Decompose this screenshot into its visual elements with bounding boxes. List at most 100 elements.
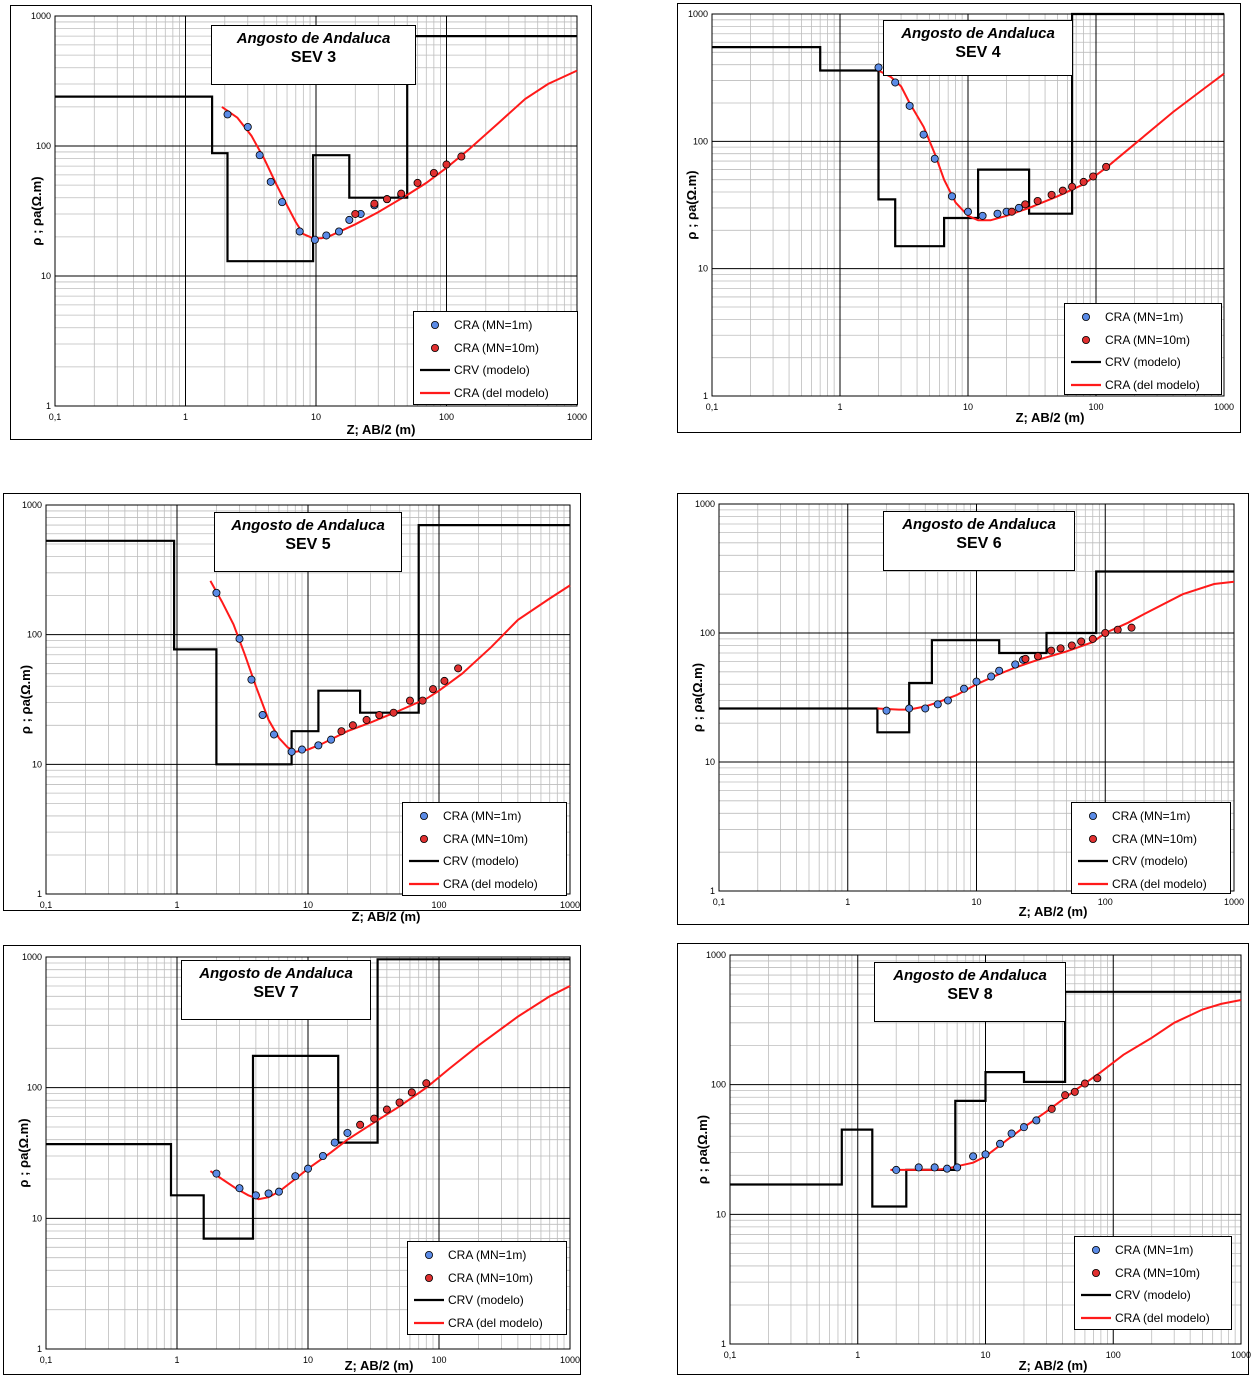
sev6-legend: CRA (MN=1m) CRA (MN=10m) CRV (modelo) CRA (…: [1071, 802, 1231, 894]
legend-marker: [430, 343, 439, 352]
cra-mn1-point: [278, 198, 287, 207]
y-axis-label: ρ ; ρa(Ω.m): [18, 665, 33, 734]
legend-label: CRV (modelo): [454, 363, 530, 377]
legend-item-cra-model: CRA (del modelo): [408, 1312, 566, 1334]
y-axis-label: ρ ; ρa(Ω.m): [695, 1115, 710, 1184]
cra-mn1-point: [987, 672, 996, 681]
y-tick-label: 1000: [695, 499, 715, 509]
legend-item-cra-mn1: CRA (MN=1m): [414, 314, 577, 336]
cra-mn1-point: [334, 227, 343, 236]
legend-line-icon: [420, 391, 450, 394]
legend-label: CRA (del modelo): [1112, 876, 1207, 891]
x-tick-label: 1: [174, 1355, 179, 1365]
cra-model-line: [209, 985, 571, 1201]
x-axis-label: Z; AB/2 (m): [352, 909, 421, 924]
cra-mn1-point: [274, 1187, 283, 1196]
cra-mn1-point: [905, 704, 914, 713]
legend-label: CRV (modelo): [443, 854, 519, 868]
cra-mn10-point: [457, 152, 466, 161]
x-axis-label: Z; AB/2 (m): [347, 422, 416, 437]
x-tick-label: 1000: [1224, 897, 1244, 907]
chart-title: Angosto de Andaluca: [902, 516, 1056, 533]
cra-mn1-point: [921, 704, 930, 713]
legend-label: CRA (MN=1m): [1112, 809, 1191, 823]
legend-label: CRA (MN=10m): [1112, 831, 1198, 846]
y-tick-label: 1000: [706, 950, 726, 960]
legend-marker: [430, 321, 439, 329]
x-tick-label: 0,1: [40, 1355, 53, 1365]
legend-marker: [1088, 834, 1097, 843]
legend-label: CRA (MN=1m): [443, 809, 522, 823]
y-tick-label: 10: [32, 1213, 42, 1223]
cra-mn10-point: [1047, 190, 1056, 199]
sev4-chart: 0,1 1 10 100 1000 1 10 100 1000 Z; AB/2 (m) ρ ; ρa…: [677, 3, 1241, 433]
cra-mn1-point: [969, 1152, 978, 1161]
legend-item-cra-mn1: CRA (MN=1m): [1072, 805, 1230, 827]
sev8-title-box: Angosto de Andaluca SEV 8: [874, 962, 1066, 1022]
sev7-chart: 0,1 1 10 100 1000 1 10 100 1000 Z; AB/2 (m) ρ ; ρa…: [3, 945, 581, 1375]
y-tick-label: 10: [716, 1209, 726, 1219]
legend-item-crv-model: CRV (modelo): [1075, 1284, 1231, 1306]
y-tick-label: 10: [32, 759, 42, 769]
chart-subtitle: SEV 6: [956, 535, 1002, 552]
x-tick-label: 10: [971, 897, 981, 907]
legend-marker: [1091, 1246, 1100, 1254]
legend-line-icon: [409, 882, 439, 885]
cra-mn1-point: [287, 747, 296, 756]
cra-mn1-point: [298, 745, 307, 754]
cra-mn10-point: [1101, 628, 1110, 637]
x-tick-label: 0,1: [706, 402, 719, 412]
legend-item-cra-mn10: CRA (MN=10m): [1075, 1262, 1231, 1284]
legend-item-cra-mn1: CRA (MN=1m): [1075, 1239, 1231, 1261]
x-tick-label: 0,1: [40, 900, 53, 910]
cra-mn10-point: [1080, 1079, 1089, 1088]
legend-marker-icon: [1081, 335, 1090, 344]
cra-mn10-point: [1021, 200, 1030, 209]
sev8-chart: 0,1 1 10 100 1000 1 10 100 1000 Z; AB/2 (m) ρ ; ρa…: [677, 943, 1251, 1375]
chart-title: Angosto de Andaluca: [236, 30, 391, 47]
legend-line-icon: [414, 1321, 444, 1324]
y-tick-label: 1000: [22, 500, 42, 510]
cra-mn1-point: [269, 730, 278, 739]
cra-mn10-point: [356, 1120, 365, 1129]
cra-mn1-point: [291, 1172, 300, 1181]
legend-item-cra-model: CRA (del modelo): [403, 873, 566, 895]
legend-marker: [419, 812, 428, 820]
x-axis-label: Z; AB/2 (m): [1016, 410, 1085, 425]
y-tick-label: 100: [27, 630, 42, 640]
legend-marker-icon: [430, 321, 439, 329]
cra-mn1-point: [303, 1164, 312, 1173]
cra-mn10-point: [1113, 625, 1122, 634]
legend-line-icon: [1081, 1293, 1111, 1297]
x-tick-label: 1: [845, 897, 850, 907]
legend-item-cra-mn1: CRA (MN=1m): [1065, 306, 1221, 328]
cra-mn10-point: [440, 676, 449, 685]
cra-mn1-point: [943, 1164, 952, 1173]
plot-frame: [729, 954, 1242, 1345]
y-tick-label: 10: [705, 757, 715, 767]
cra-mn10-point: [348, 721, 357, 730]
cra-mn1-point: [264, 1189, 273, 1198]
y-tick-label: 1: [37, 889, 42, 899]
cra-mn1-point: [327, 735, 336, 744]
x-tick-label: 100: [1098, 897, 1113, 907]
legend-line-icon: [409, 859, 439, 863]
legend-line-icon: [1081, 1316, 1111, 1319]
legend-line-icon: [1078, 859, 1108, 863]
cra-mn1-point: [251, 1191, 260, 1200]
cra-mn10-point: [1102, 162, 1111, 171]
y-tick-label: 10: [698, 264, 708, 274]
cra-mn1-point: [905, 101, 914, 110]
legend-marker-icon: [1081, 313, 1090, 321]
legend-item-cra-mn10: CRA (MN=10m): [1072, 828, 1230, 850]
x-tick-label: 10: [303, 900, 313, 910]
cra-mn1-point: [960, 684, 969, 693]
cra-model-line: [221, 69, 578, 240]
cra-mn10-point: [454, 664, 463, 673]
cra-mn10-point: [418, 696, 427, 705]
cra-mn1-point: [295, 227, 304, 236]
legend-label: CRA (del modelo): [454, 385, 549, 400]
cra-mn10-point: [1021, 654, 1030, 663]
legend-label: CRA (MN=1m): [1105, 310, 1184, 324]
